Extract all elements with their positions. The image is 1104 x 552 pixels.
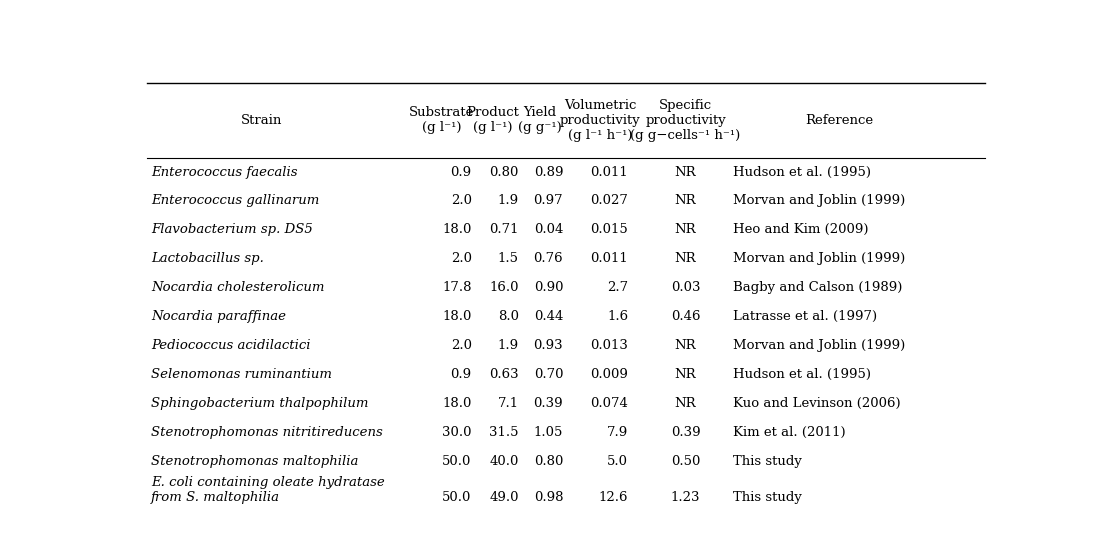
Text: 1.9: 1.9 (498, 339, 519, 352)
Text: Substrate
(g l⁻¹): Substrate (g l⁻¹) (410, 107, 475, 135)
Text: NR: NR (675, 166, 697, 179)
Text: 0.80: 0.80 (489, 166, 519, 179)
Text: 8.0: 8.0 (498, 310, 519, 323)
Text: Kim et al. (2011): Kim et al. (2011) (733, 426, 846, 439)
Text: 0.90: 0.90 (533, 281, 563, 294)
Text: 31.5: 31.5 (489, 426, 519, 439)
Text: 0.015: 0.015 (591, 224, 628, 236)
Text: NR: NR (675, 194, 697, 208)
Text: Yield
(g g⁻¹): Yield (g g⁻¹) (518, 107, 562, 135)
Text: Sphingobacterium thalpophilum: Sphingobacterium thalpophilum (151, 397, 369, 410)
Text: 12.6: 12.6 (598, 491, 628, 504)
Text: NR: NR (675, 339, 697, 352)
Text: 0.80: 0.80 (534, 455, 563, 468)
Text: 0.98: 0.98 (533, 491, 563, 504)
Text: 18.0: 18.0 (443, 397, 471, 410)
Text: 17.8: 17.8 (443, 281, 471, 294)
Text: NR: NR (675, 252, 697, 266)
Text: 0.011: 0.011 (591, 252, 628, 266)
Text: Bagby and Calson (1989): Bagby and Calson (1989) (733, 281, 902, 294)
Text: Product
(g l⁻¹): Product (g l⁻¹) (467, 107, 520, 135)
Text: 0.39: 0.39 (533, 397, 563, 410)
Text: Nocardia cholesterolicum: Nocardia cholesterolicum (151, 281, 325, 294)
Text: Heo and Kim (2009): Heo and Kim (2009) (733, 224, 868, 236)
Text: Kuo and Levinson (2006): Kuo and Levinson (2006) (733, 397, 900, 410)
Text: 0.011: 0.011 (591, 166, 628, 179)
Text: E. coli containing oleate hydratase: E. coli containing oleate hydratase (151, 476, 384, 489)
Text: 0.9: 0.9 (450, 166, 471, 179)
Text: 30.0: 30.0 (443, 426, 471, 439)
Text: 1.6: 1.6 (607, 310, 628, 323)
Text: 0.009: 0.009 (591, 368, 628, 381)
Text: 0.71: 0.71 (489, 224, 519, 236)
Text: 0.89: 0.89 (533, 166, 563, 179)
Text: 1.9: 1.9 (498, 194, 519, 208)
Text: Lactobacillus sp.: Lactobacillus sp. (151, 252, 264, 266)
Text: 2.0: 2.0 (450, 194, 471, 208)
Text: This study: This study (733, 455, 802, 468)
Text: 49.0: 49.0 (489, 491, 519, 504)
Text: 0.027: 0.027 (591, 194, 628, 208)
Text: 0.074: 0.074 (591, 397, 628, 410)
Text: 2.0: 2.0 (450, 339, 471, 352)
Text: Hudson et al. (1995): Hudson et al. (1995) (733, 166, 871, 179)
Text: Enterococcus gallinarum: Enterococcus gallinarum (151, 194, 319, 208)
Text: 50.0: 50.0 (443, 455, 471, 468)
Text: Morvan and Joblin (1999): Morvan and Joblin (1999) (733, 252, 905, 266)
Text: 40.0: 40.0 (489, 455, 519, 468)
Text: Stenotrophomonas maltophilia: Stenotrophomonas maltophilia (151, 455, 358, 468)
Text: 16.0: 16.0 (489, 281, 519, 294)
Text: Pediococcus acidilactici: Pediococcus acidilactici (151, 339, 310, 352)
Text: 1.23: 1.23 (671, 491, 700, 504)
Text: Morvan and Joblin (1999): Morvan and Joblin (1999) (733, 339, 905, 352)
Text: 0.013: 0.013 (591, 339, 628, 352)
Text: Flavobacterium sp. DS5: Flavobacterium sp. DS5 (151, 224, 312, 236)
Text: 7.9: 7.9 (607, 426, 628, 439)
Text: 0.63: 0.63 (489, 368, 519, 381)
Text: Volumetric
productivity
(g l⁻¹ h⁻¹): Volumetric productivity (g l⁻¹ h⁻¹) (560, 99, 640, 142)
Text: 18.0: 18.0 (443, 310, 471, 323)
Text: Morvan and Joblin (1999): Morvan and Joblin (1999) (733, 194, 905, 208)
Text: Latrasse et al. (1997): Latrasse et al. (1997) (733, 310, 877, 323)
Text: 7.1: 7.1 (498, 397, 519, 410)
Text: Enterococcus faecalis: Enterococcus faecalis (151, 166, 297, 179)
Text: 0.03: 0.03 (671, 281, 700, 294)
Text: 5.0: 5.0 (607, 455, 628, 468)
Text: Selenomonas ruminantium: Selenomonas ruminantium (151, 368, 332, 381)
Text: 50.0: 50.0 (443, 491, 471, 504)
Text: 18.0: 18.0 (443, 224, 471, 236)
Text: 1.05: 1.05 (534, 426, 563, 439)
Text: 0.50: 0.50 (671, 455, 700, 468)
Text: 0.39: 0.39 (671, 426, 700, 439)
Text: 0.46: 0.46 (671, 310, 700, 323)
Text: NR: NR (675, 224, 697, 236)
Text: NR: NR (675, 368, 697, 381)
Text: 0.97: 0.97 (533, 194, 563, 208)
Text: Reference: Reference (806, 114, 873, 127)
Text: Specific
productivity
(g g−cells⁻¹ h⁻¹): Specific productivity (g g−cells⁻¹ h⁻¹) (630, 99, 741, 142)
Text: 0.04: 0.04 (534, 224, 563, 236)
Text: Stenotrophomonas nitritireducens: Stenotrophomonas nitritireducens (151, 426, 383, 439)
Text: 2.7: 2.7 (607, 281, 628, 294)
Text: NR: NR (675, 397, 697, 410)
Text: Strain: Strain (242, 114, 283, 127)
Text: 0.44: 0.44 (534, 310, 563, 323)
Text: 0.9: 0.9 (450, 368, 471, 381)
Text: 1.5: 1.5 (498, 252, 519, 266)
Text: 0.93: 0.93 (533, 339, 563, 352)
Text: from S. maltophilia: from S. maltophilia (151, 491, 279, 504)
Text: 2.0: 2.0 (450, 252, 471, 266)
Text: Hudson et al. (1995): Hudson et al. (1995) (733, 368, 871, 381)
Text: 0.76: 0.76 (533, 252, 563, 266)
Text: This study: This study (733, 491, 802, 504)
Text: Nocardia paraffinae: Nocardia paraffinae (151, 310, 286, 323)
Text: 0.70: 0.70 (533, 368, 563, 381)
